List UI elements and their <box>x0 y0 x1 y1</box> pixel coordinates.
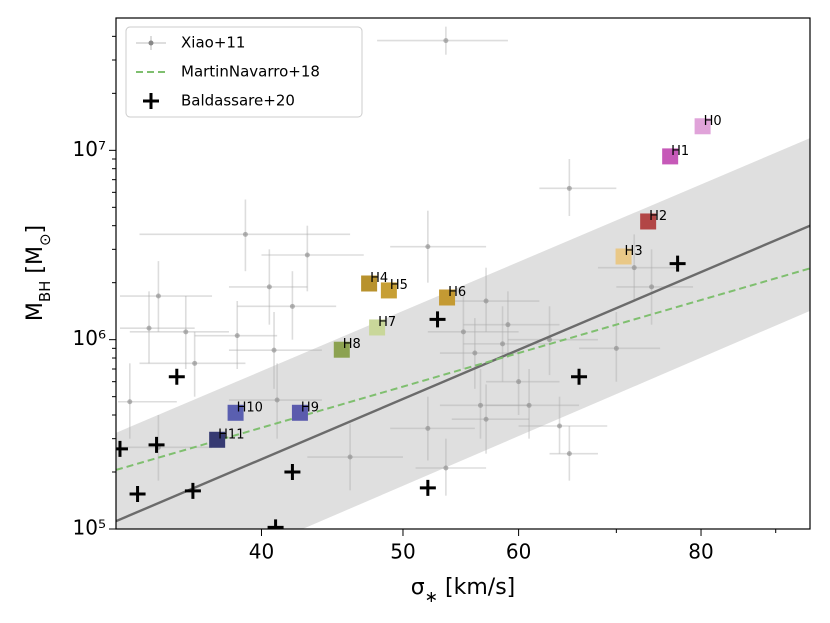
point <box>183 329 189 335</box>
point-label: H6 <box>448 285 466 300</box>
point <box>425 244 431 250</box>
plus-marker <box>284 464 301 481</box>
y-tick-label: 10⁷ <box>73 137 106 161</box>
x-label-part: [km/s] <box>438 575 515 600</box>
plus-marker <box>129 486 146 503</box>
point <box>557 423 563 429</box>
y-label-part: [M <box>23 246 48 281</box>
point <box>443 38 449 44</box>
point-label: H11 <box>218 427 244 442</box>
point <box>146 325 152 331</box>
x-tick-label: 80 <box>688 540 713 564</box>
square-marker <box>615 248 632 265</box>
x-label-part: ∗ <box>425 587 438 606</box>
square-marker <box>291 404 308 421</box>
x-tick-label: 40 <box>249 540 274 564</box>
point-label: H7 <box>378 315 396 330</box>
square-marker <box>227 404 244 421</box>
square-marker <box>662 148 679 165</box>
y-tick-label: 10⁵ <box>73 516 106 540</box>
point <box>649 284 655 290</box>
y-axis-label: MBH [M⊙] <box>23 225 54 321</box>
point <box>155 293 161 299</box>
y-label-part: ⊙ <box>36 233 54 246</box>
legend-label: MartinNavarro+18 <box>181 63 320 81</box>
legend-box <box>125 26 363 118</box>
plus-marker <box>669 255 686 272</box>
point <box>505 322 511 328</box>
fit-line <box>116 224 810 523</box>
point <box>242 231 248 237</box>
point <box>516 379 522 385</box>
axes-frame <box>115 17 811 530</box>
plot-area: H0 H1 H2 H3 H4 H5 H6 H7 H8 H9 H10 H11 <box>116 26 810 529</box>
x-label-part: σ <box>411 575 425 600</box>
point <box>192 360 198 366</box>
square-marker <box>640 213 657 230</box>
square-marker <box>380 282 397 299</box>
point <box>500 341 506 347</box>
plus-marker <box>571 368 588 385</box>
square-marker <box>333 341 350 358</box>
y-label-part: M <box>23 302 48 321</box>
point-label: H2 <box>649 209 667 224</box>
point <box>234 333 240 339</box>
point <box>289 303 295 309</box>
square-marker <box>439 289 456 306</box>
point <box>477 402 483 408</box>
point-label: H9 <box>301 400 319 415</box>
square-marker <box>209 431 226 448</box>
point-label: H10 <box>237 400 263 415</box>
plus-marker <box>419 479 436 496</box>
point <box>613 345 619 351</box>
legend-label: Baldassare+20 <box>181 92 295 110</box>
plus-marker <box>168 368 185 385</box>
y-label-part: BH <box>36 281 54 303</box>
point-label: H8 <box>343 337 361 352</box>
x-axis-label: σ∗ [km/s] <box>411 575 516 606</box>
point <box>526 402 532 408</box>
point <box>274 397 280 403</box>
point <box>266 284 272 290</box>
point <box>347 454 353 460</box>
plus-marker <box>148 436 165 453</box>
x-tick-label: 50 <box>390 540 415 564</box>
point <box>460 329 466 335</box>
point <box>304 252 310 258</box>
point <box>425 425 431 431</box>
point <box>271 347 277 353</box>
point <box>127 399 133 405</box>
plus-marker <box>184 482 201 499</box>
plus-marker <box>429 311 446 328</box>
point <box>631 265 637 271</box>
point-label: H4 <box>370 271 388 286</box>
plus-marker <box>116 440 128 457</box>
y-tick-label: 10⁶ <box>73 326 106 350</box>
point <box>483 416 489 422</box>
point <box>472 350 478 356</box>
point <box>483 298 489 304</box>
point-label: H0 <box>704 114 722 129</box>
x-tick-label: 60 <box>506 540 531 564</box>
point <box>443 465 449 471</box>
point <box>566 451 572 457</box>
legend-swatch <box>143 93 159 109</box>
point <box>547 337 553 343</box>
point <box>566 185 572 191</box>
square-marker <box>361 275 378 292</box>
point-label: H5 <box>390 278 408 293</box>
y-label-part: ] <box>23 225 48 234</box>
legend-swatch <box>148 40 154 46</box>
plus-marker <box>267 519 284 529</box>
square-marker <box>694 118 711 135</box>
point-label: H3 <box>625 244 643 259</box>
legend-label: Xiao+11 <box>181 34 245 52</box>
point-label: H1 <box>671 144 689 159</box>
square-marker <box>369 319 386 336</box>
